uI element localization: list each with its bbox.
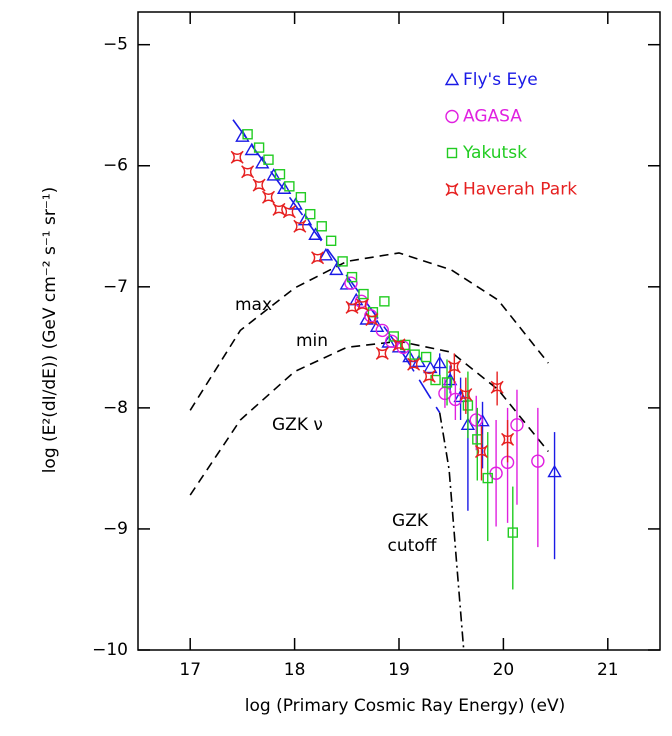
legend-marker bbox=[445, 182, 459, 197]
data-point bbox=[253, 142, 265, 153]
annotation: min bbox=[296, 331, 328, 351]
data-point bbox=[345, 300, 359, 314]
data-point bbox=[375, 346, 389, 360]
data-point bbox=[266, 168, 281, 181]
legend-marker bbox=[444, 72, 460, 86]
data-point bbox=[295, 192, 307, 203]
data-point bbox=[407, 357, 421, 371]
annotation: cutoff bbox=[388, 536, 438, 556]
x-tick-label: 17 bbox=[179, 660, 201, 680]
data-point bbox=[447, 360, 461, 374]
annotation: GZK bbox=[392, 511, 429, 531]
y-tick-label: −10 bbox=[92, 640, 128, 660]
annotation: max bbox=[235, 295, 272, 315]
data-point bbox=[490, 380, 504, 394]
data-point bbox=[510, 418, 524, 432]
y-tick-label: −7 bbox=[103, 277, 128, 297]
data-point bbox=[337, 256, 348, 267]
data-point bbox=[339, 276, 355, 290]
data-point bbox=[241, 165, 255, 179]
data-point bbox=[482, 472, 493, 484]
data-point bbox=[409, 349, 420, 360]
data-point bbox=[276, 181, 292, 194]
data-point bbox=[282, 205, 296, 219]
data-point bbox=[261, 190, 276, 204]
data-point bbox=[316, 221, 327, 232]
data-point bbox=[369, 319, 385, 332]
data-point bbox=[297, 212, 313, 226]
model-line bbox=[438, 412, 465, 651]
data-point bbox=[235, 129, 250, 142]
y-tick-label: −8 bbox=[103, 398, 128, 418]
x-tick-label: 21 bbox=[597, 660, 619, 680]
legend-label: Yakutsk bbox=[462, 143, 527, 163]
model-line bbox=[189, 252, 549, 411]
data-point bbox=[432, 355, 447, 369]
data-point bbox=[531, 454, 545, 468]
data-point bbox=[308, 227, 323, 240]
model-line bbox=[232, 119, 441, 414]
y-tick-label: −6 bbox=[103, 156, 128, 176]
data-point bbox=[474, 444, 488, 458]
data-point bbox=[400, 339, 411, 351]
data-point bbox=[252, 178, 266, 192]
data-point bbox=[547, 464, 562, 478]
legend-marker bbox=[445, 109, 459, 124]
y-tick-label: −5 bbox=[103, 35, 128, 55]
data-point bbox=[230, 150, 244, 164]
data-point bbox=[255, 155, 270, 169]
data-point bbox=[329, 262, 344, 276]
data-point bbox=[392, 338, 406, 352]
legend-label: AGASA bbox=[463, 107, 522, 127]
y-axis-title: log (E²(dI/dE)) (GeV cm⁻² s⁻¹ sr⁻¹) bbox=[40, 187, 60, 474]
data-point bbox=[462, 400, 474, 411]
data-point bbox=[441, 377, 453, 388]
legend-label: Fly's Eye bbox=[463, 70, 538, 90]
data-point bbox=[507, 527, 518, 538]
model-line bbox=[189, 340, 549, 496]
data-point bbox=[305, 208, 316, 220]
data-point bbox=[420, 351, 432, 363]
data-point bbox=[475, 413, 490, 427]
data-point bbox=[501, 432, 515, 446]
data-point bbox=[388, 331, 399, 342]
y-tick-label: −9 bbox=[103, 519, 128, 539]
data-point bbox=[288, 197, 303, 210]
data-point bbox=[311, 251, 325, 265]
data-point bbox=[272, 202, 286, 216]
data-point bbox=[422, 369, 436, 383]
x-axis-title: log (Primary Cosmic Ray Energy) (eV) bbox=[245, 696, 565, 716]
data-point bbox=[358, 288, 369, 300]
data-point bbox=[284, 181, 295, 192]
data-point bbox=[344, 276, 358, 290]
data-point bbox=[263, 154, 274, 165]
data-point bbox=[325, 235, 337, 247]
data-point bbox=[346, 271, 358, 283]
data-point bbox=[242, 129, 253, 140]
data-point bbox=[244, 142, 260, 156]
legend-marker bbox=[446, 147, 458, 159]
data-point bbox=[469, 413, 483, 427]
data-point bbox=[375, 323, 389, 338]
annotation: GZK ν bbox=[272, 415, 323, 435]
data-point bbox=[274, 169, 286, 180]
legend-label: Haverah Park bbox=[463, 180, 577, 200]
x-tick-label: 19 bbox=[388, 660, 410, 680]
data-point bbox=[379, 296, 390, 307]
x-tick-label: 20 bbox=[493, 660, 515, 680]
data-point bbox=[365, 312, 379, 327]
data-point bbox=[318, 247, 334, 261]
x-tick-label: 18 bbox=[284, 660, 306, 680]
